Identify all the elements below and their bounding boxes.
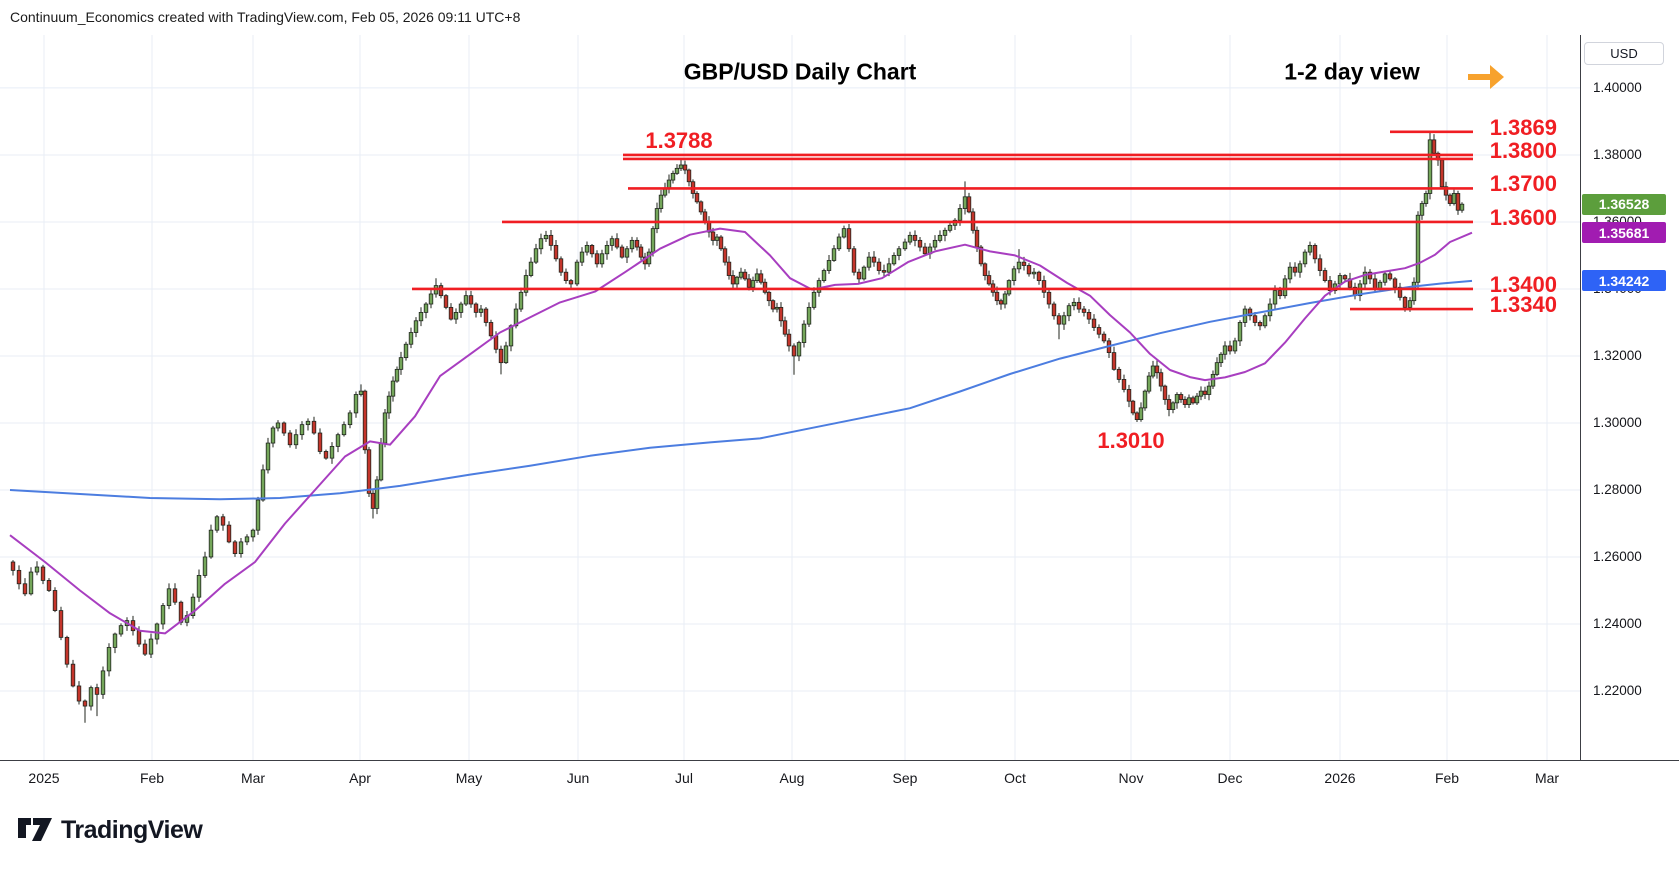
tradingview-logo-icon: [18, 818, 52, 841]
footer: TradingView: [0, 795, 1679, 873]
plot-svg[interactable]: [0, 35, 1580, 795]
price-axis[interactable]: USD 1.400001.380001.360001.340001.320001…: [1580, 35, 1679, 795]
chart-attribution: Continuum_Economics created with Trading…: [10, 9, 521, 25]
level-label-1.3600: 1.3600: [1489, 204, 1557, 230]
time-tick-May: May: [455, 770, 483, 786]
ma-blue-line: [9, 279, 1473, 501]
low-annotation: 1.3010: [1097, 428, 1165, 453]
level-label-1.3700: 1.3700: [1489, 171, 1557, 197]
time-tick-Dec: Dec: [1217, 770, 1243, 786]
currency-label: USD: [1610, 46, 1638, 61]
view-annotation: 1-2 day view: [1284, 58, 1420, 85]
time-tick-Jun: Jun: [566, 770, 590, 786]
price-tick-1.22000: 1.22000: [1593, 682, 1642, 698]
time-tick-Mar: Mar: [240, 770, 266, 786]
time-axis[interactable]: 2025 Feb Mar Apr May Jun Jul Aug Sep Oct Nov Dec 202…: [0, 760, 1679, 798]
last-price-badge: 1.36528: [1582, 193, 1666, 215]
price-tick-1.28000: 1.28000: [1593, 481, 1642, 497]
time-tick-Aug: Aug: [779, 770, 805, 786]
time-tick-Feb: Feb: [139, 770, 165, 786]
ma-purple-line: [9, 227, 1473, 635]
ma-purple-badge: 1.35681: [1582, 222, 1666, 244]
price-tick-1.40000: 1.40000: [1593, 79, 1642, 95]
candles-layer: [10, 132, 1465, 723]
price-tick-1.38000: 1.38000: [1593, 146, 1642, 162]
ma-blue-badge: 1.34242: [1582, 270, 1666, 292]
time-tick-Oct: Oct: [1004, 770, 1026, 786]
level-label-1.3869: 1.3869: [1489, 114, 1557, 140]
chart-area[interactable]: GBP/USD Daily Chart 1-2 day view 1.3869 1…: [0, 35, 1679, 798]
time-tick-Mar: Mar: [1534, 770, 1560, 786]
tradingview-logo[interactable]: TradingView: [18, 815, 203, 845]
currency-box[interactable]: USD: [1584, 42, 1664, 65]
price-tick-1.24000: 1.24000: [1593, 615, 1642, 631]
time-tick-Jul: Jul: [675, 770, 693, 786]
time-tick-2025: 2025: [28, 770, 60, 786]
price-tick-1.30000: 1.30000: [1593, 414, 1642, 430]
time-tick-Feb: Feb: [1434, 770, 1460, 786]
level-label-1.3400: 1.3400: [1489, 271, 1557, 297]
level-label-1.3788: 1.3788: [645, 128, 713, 153]
forward-arrow-icon: [1468, 65, 1504, 89]
price-tick-1.26000: 1.26000: [1593, 548, 1642, 564]
level-label-1.3800: 1.3800: [1489, 137, 1557, 163]
time-tick-Apr: Apr: [349, 770, 371, 786]
time-tick-Sep: Sep: [892, 770, 918, 786]
tradingview-logo-text: TradingView: [61, 815, 203, 844]
price-tick-1.32000: 1.32000: [1593, 347, 1642, 363]
time-tick-Nov: Nov: [1118, 770, 1144, 786]
time-tick-2026: 2026: [1324, 770, 1356, 786]
level-label-1.3340: 1.3340: [1489, 292, 1557, 318]
chart-title: GBP/USD Daily Chart: [683, 58, 917, 85]
